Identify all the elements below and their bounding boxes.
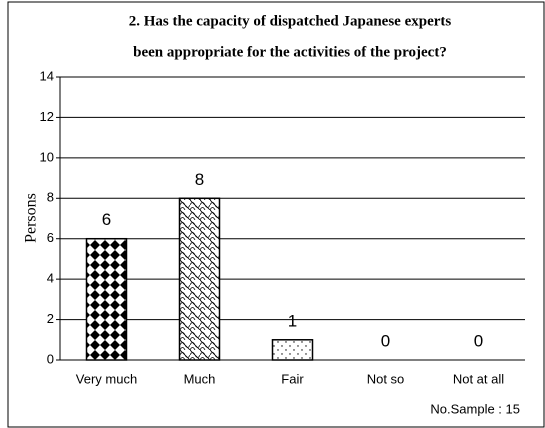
y-tick-label: 2 <box>47 311 54 326</box>
y-tick-label: 10 <box>40 149 54 164</box>
y-tick-label: 0 <box>47 351 54 366</box>
x-tick-label: Not so <box>367 371 405 386</box>
chart-title: 2. Has the capacity of dispatched Japane… <box>129 13 452 29</box>
data-label: 6 <box>102 210 111 229</box>
data-label: 1 <box>288 311 297 330</box>
y-tick-label: 12 <box>40 109 54 124</box>
bar <box>271 339 314 361</box>
data-label: 8 <box>195 170 204 189</box>
frame <box>7 1 545 428</box>
x-tick-label: Fair <box>281 371 304 386</box>
data-label: 0 <box>474 331 483 350</box>
bar <box>85 237 128 361</box>
annotation: No.Sample : 15 <box>430 401 520 416</box>
x-tick-label: Very much <box>76 371 137 386</box>
chart-title: been appropriate for the activities of t… <box>133 44 447 60</box>
bar <box>178 197 221 361</box>
x-tick-label: Much <box>184 371 216 386</box>
y-tick-label: 8 <box>47 190 54 205</box>
y-axis-label: Persons <box>23 193 40 243</box>
y-tick-label: 14 <box>40 68 54 83</box>
y-tick-label: 4 <box>47 271 54 286</box>
x-tick-label: Not at all <box>453 371 504 386</box>
y-tick-label: 6 <box>47 230 54 245</box>
data-label: 0 <box>381 331 390 350</box>
